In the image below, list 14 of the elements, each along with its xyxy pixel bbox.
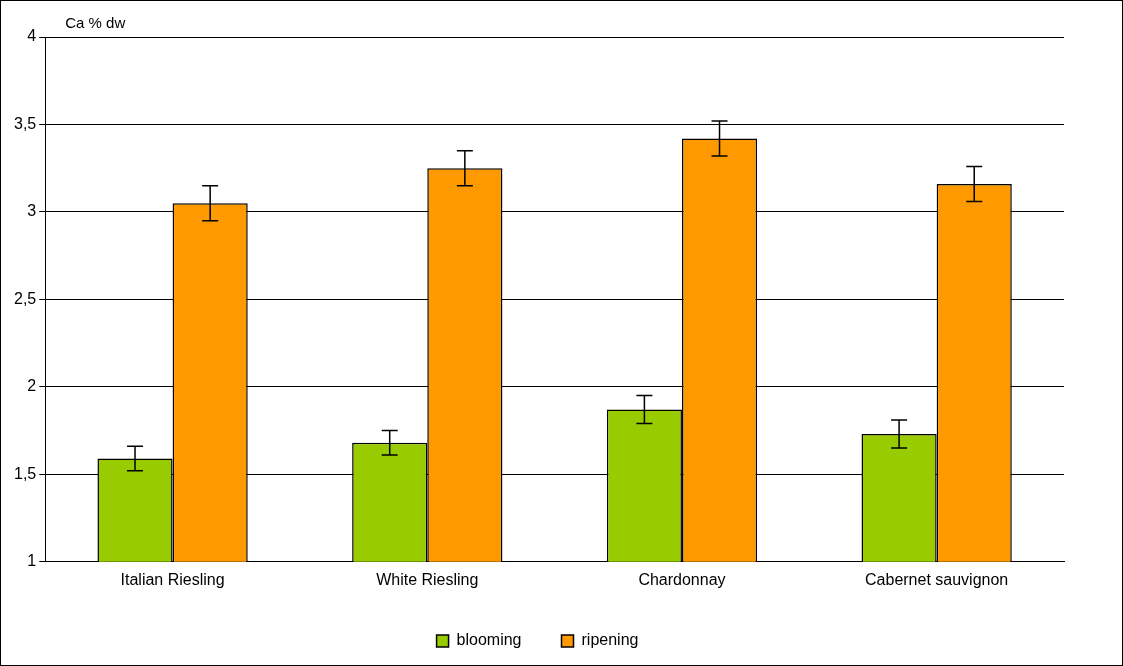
legend-label: blooming — [456, 631, 522, 649]
x-tick-label: Italian Riesling — [120, 570, 225, 588]
y-tick-label: 3,5 — [13, 114, 37, 132]
y-tick-label: 3 — [27, 202, 37, 220]
x-tick-label: Cabernet sauvignon — [865, 570, 1009, 588]
y-axis-title: Ca % dw — [65, 13, 126, 31]
legend-label: ripening — [581, 631, 639, 649]
y-tick-label: 1 — [27, 552, 37, 570]
y-tick-label: 1,5 — [13, 464, 37, 482]
x-tick-label: White Riesling — [376, 570, 479, 588]
y-tick-label: 4 — [27, 27, 37, 45]
x-tick-label: Chardonnay — [638, 570, 726, 588]
y-tick-label: 2 — [27, 377, 37, 395]
y-tick-label: 2,5 — [13, 289, 37, 307]
